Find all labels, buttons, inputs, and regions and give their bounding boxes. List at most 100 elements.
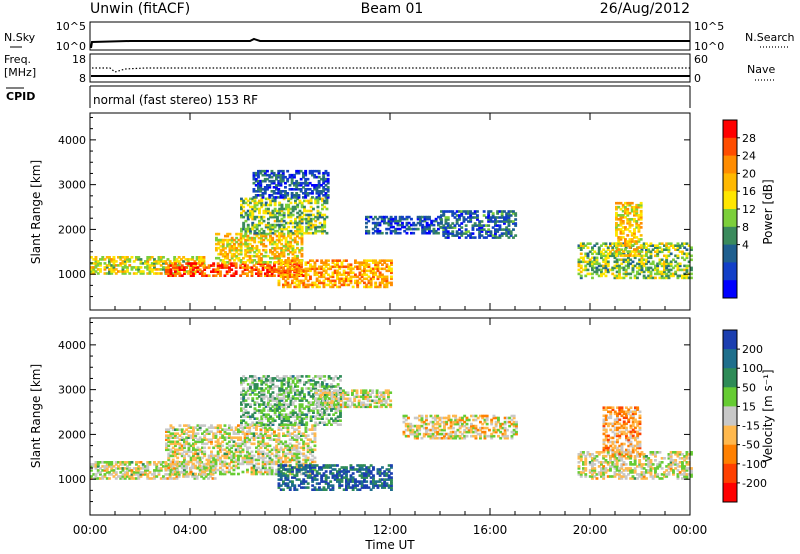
- power-cell: [685, 270, 689, 274]
- power-cell: [613, 274, 617, 278]
- power-cell: [260, 201, 264, 205]
- velocity-cell: [242, 401, 246, 404]
- power-cell: [255, 227, 259, 231]
- power-cell: [300, 261, 303, 264]
- power-cell: [360, 269, 364, 273]
- power-cell: [458, 218, 461, 221]
- power-cell: [676, 244, 680, 247]
- power-cell: [287, 242, 290, 246]
- velocity-cell: [257, 440, 261, 444]
- power-cell: [295, 277, 299, 281]
- power-cell: [90, 268, 93, 271]
- power-cell: [487, 234, 491, 237]
- power-cell: [624, 246, 628, 249]
- velocity-cell: [234, 442, 238, 446]
- power-cell: [667, 254, 671, 258]
- velocity-cell: [259, 470, 263, 474]
- power-cell: [234, 266, 238, 269]
- power-cell: [296, 254, 299, 258]
- power-cell: [298, 250, 302, 254]
- velocity-cell: [264, 428, 267, 431]
- power-cell: [325, 207, 329, 211]
- velocity-cell: [239, 442, 243, 446]
- velocity-cell: [183, 444, 186, 448]
- velocity-cell: [167, 430, 171, 433]
- power-cell: [153, 260, 156, 263]
- power-cell: [354, 279, 357, 283]
- power-cell: [300, 265, 303, 269]
- power-cell: [246, 227, 250, 231]
- power-cell: [620, 276, 624, 280]
- power-cell: [311, 171, 314, 175]
- velocity-cell: [241, 426, 245, 429]
- power-cell: [374, 283, 378, 287]
- power-cell: [455, 234, 459, 237]
- power-cell: [239, 238, 243, 242]
- velocity-cell: [270, 460, 274, 464]
- velocity-cell: [316, 375, 320, 378]
- velocity-cell: [198, 458, 202, 462]
- power-cell: [269, 211, 273, 215]
- velocity-cell: [297, 436, 301, 439]
- velocity-cell: [260, 411, 264, 414]
- power-cell: [189, 274, 193, 277]
- power-cell: [300, 242, 304, 246]
- power-cell: [309, 197, 313, 201]
- power-cell: [620, 248, 624, 251]
- velocity-cell: [244, 405, 248, 408]
- power-cell: [405, 227, 409, 231]
- power-cell: [635, 209, 639, 213]
- power-cell: [676, 254, 680, 258]
- power-cell: [611, 268, 615, 272]
- power-cell: [177, 260, 181, 263]
- power-cell: [261, 179, 265, 183]
- power-cell: [249, 197, 252, 201]
- velocity-cell: [260, 393, 264, 396]
- power-cell: [139, 266, 143, 269]
- power-cell: [175, 260, 179, 263]
- power-cell: [221, 242, 225, 246]
- power-cell: [239, 240, 243, 244]
- velocity-cell: [264, 442, 267, 446]
- velocity-cell: [246, 411, 250, 414]
- velocity-cell: [176, 436, 180, 439]
- power-cell: [286, 268, 290, 271]
- velocity-cell: [257, 434, 261, 437]
- velocity-cell: [249, 423, 252, 426]
- power-cell: [94, 260, 98, 263]
- velocity-cell: [261, 442, 265, 446]
- power-cell: [271, 223, 275, 227]
- power-cell: [279, 194, 283, 197]
- velocity-cell: [305, 375, 309, 378]
- power-cell: [624, 274, 628, 278]
- velocity-cell: [119, 475, 123, 478]
- velocity-cell: [302, 464, 306, 468]
- power-cell: [349, 267, 353, 271]
- velocity-cell: [234, 428, 238, 431]
- velocity-cell: [294, 391, 297, 394]
- power-cell: [324, 271, 328, 275]
- power-cell: [282, 236, 286, 240]
- power-cell: [183, 266, 186, 269]
- power-cell: [253, 201, 257, 205]
- power-cell: [577, 264, 581, 268]
- power-cell: [329, 279, 333, 283]
- velocity-cell: [153, 463, 156, 466]
- power-cell: [636, 272, 639, 276]
- velocity-cell: [277, 468, 281, 471]
- power-cell: [381, 279, 384, 283]
- power-cell: [365, 259, 369, 262]
- velocity-cell: [234, 426, 238, 429]
- power-cell: [591, 248, 594, 251]
- velocity-cell: [174, 452, 177, 456]
- velocity-cell: [146, 461, 150, 464]
- power-cell: [449, 226, 452, 229]
- velocity-cell: [212, 462, 216, 466]
- velocity-cell: [239, 446, 243, 450]
- power-cell: [327, 263, 330, 266]
- power-cell: [268, 274, 272, 277]
- velocity-cell: [202, 463, 206, 466]
- power-cell: [358, 281, 362, 285]
- power-cell: [235, 246, 239, 250]
- power-cell: [251, 211, 255, 215]
